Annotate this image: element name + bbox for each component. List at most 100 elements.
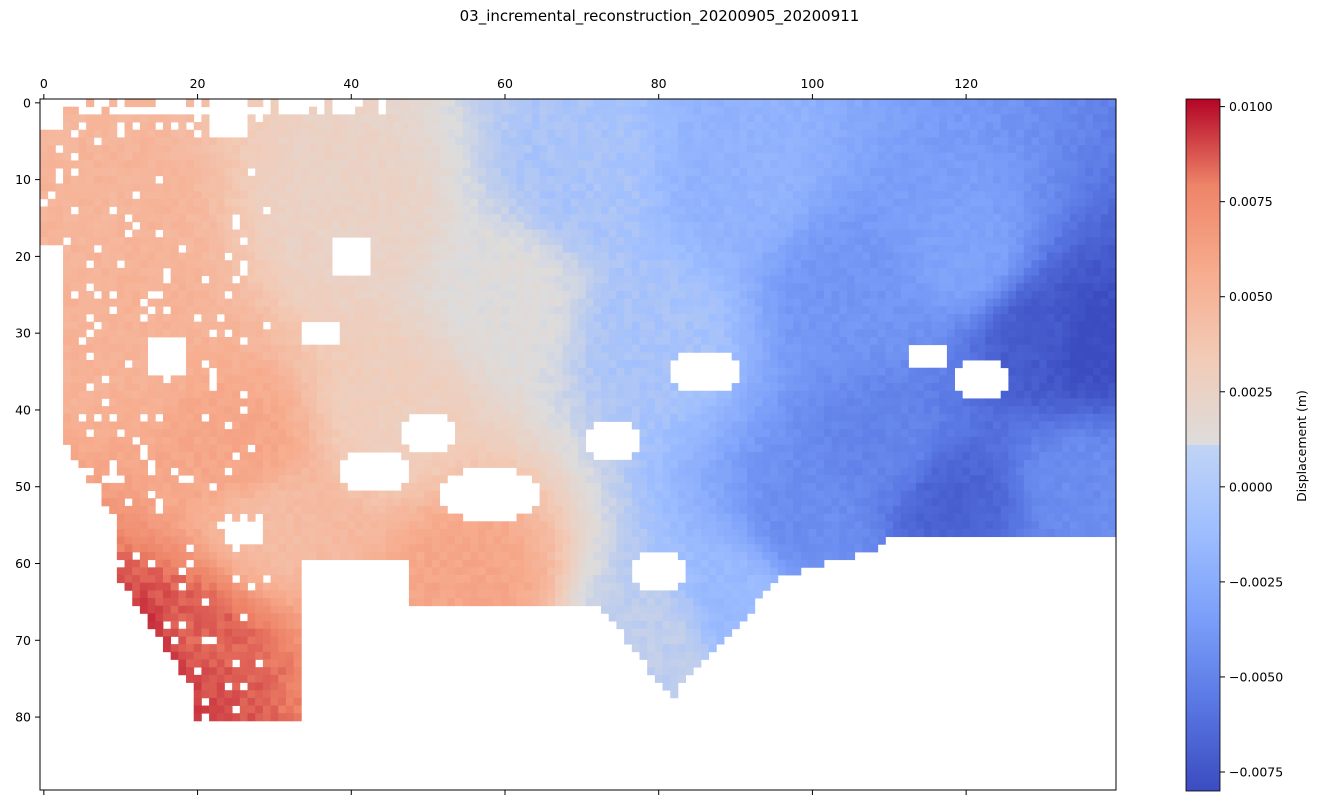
heatmap-cell — [647, 321, 656, 330]
heatmap-cell — [408, 260, 417, 269]
heatmap-cell — [547, 329, 556, 338]
heatmap-cell — [862, 283, 871, 292]
heatmap-cell — [616, 267, 625, 276]
heatmap-cell — [739, 122, 748, 131]
heatmap-cell — [969, 129, 979, 138]
heatmap-cell — [478, 329, 487, 338]
heatmap-cell — [631, 275, 640, 284]
heatmap-cell — [916, 383, 925, 392]
heatmap-cell — [985, 344, 994, 353]
heatmap-cell — [132, 183, 141, 192]
heatmap-cell — [178, 283, 187, 292]
heatmap-cell — [1077, 168, 1086, 177]
heatmap-cell — [1085, 206, 1094, 215]
heatmap-cell — [209, 168, 218, 177]
heatmap-cell — [847, 129, 856, 138]
heatmap-cell — [101, 122, 110, 131]
heatmap-cell — [647, 129, 656, 138]
heatmap-cell — [78, 175, 87, 184]
heatmap-cell — [700, 191, 710, 200]
heatmap-cell — [916, 237, 925, 246]
heatmap-cell — [1016, 237, 1025, 246]
heatmap-cell — [662, 214, 671, 223]
heatmap-cell — [293, 114, 302, 123]
heatmap-cell — [570, 298, 579, 307]
heatmap-cell — [155, 321, 164, 330]
heatmap-cell — [262, 275, 271, 284]
heatmap-cell — [977, 198, 986, 207]
heatmap-cell — [285, 237, 295, 246]
heatmap-cell — [101, 283, 110, 292]
heatmap-cell — [639, 275, 648, 284]
heatmap-cell — [993, 183, 1002, 192]
heatmap-cell — [439, 275, 448, 284]
heatmap-cell — [347, 221, 356, 230]
heatmap-cell — [1077, 160, 1086, 169]
heatmap-cell — [624, 129, 633, 138]
heatmap-cell — [1054, 283, 1063, 292]
heatmap-cell — [239, 229, 248, 238]
heatmap-cell — [716, 306, 725, 315]
heatmap-cell — [324, 183, 333, 192]
heatmap-cell — [1008, 298, 1017, 307]
heatmap-cell — [285, 360, 295, 369]
heatmap-cell — [301, 145, 310, 154]
heatmap-cell — [485, 375, 494, 384]
heatmap-cell — [1039, 99, 1048, 108]
heatmap-cell — [885, 214, 894, 223]
heatmap-cell — [1054, 352, 1063, 361]
heatmap-cell — [63, 152, 72, 161]
heatmap-cell — [162, 329, 172, 338]
heatmap-cell — [424, 237, 433, 246]
heatmap-cell — [101, 183, 110, 192]
heatmap-cell — [255, 122, 264, 131]
heatmap-cell — [985, 114, 994, 123]
heatmap-cell — [124, 275, 133, 284]
heatmap-cell — [954, 137, 963, 146]
heatmap-cell — [839, 229, 848, 238]
heatmap-cell — [116, 298, 125, 307]
heatmap-cell — [55, 183, 64, 192]
heatmap-cell — [685, 329, 694, 338]
heatmap-cell — [63, 290, 72, 300]
heatmap-cell — [616, 145, 625, 154]
heatmap-cell — [339, 114, 348, 123]
heatmap-cell — [954, 152, 963, 161]
heatmap-cell — [1085, 375, 1094, 384]
heatmap-cell — [355, 168, 364, 177]
heatmap-cell — [685, 337, 694, 346]
heatmap-cell — [847, 244, 856, 253]
heatmap-cell — [1077, 244, 1086, 253]
heatmap-cell — [923, 160, 932, 169]
heatmap-cell — [40, 160, 49, 169]
heatmap-cell — [201, 313, 210, 323]
heatmap-cell — [762, 168, 771, 177]
heatmap-cell — [977, 306, 986, 315]
heatmap-cell — [885, 329, 894, 338]
heatmap-cell — [977, 206, 986, 215]
heatmap-cell — [977, 229, 986, 238]
heatmap-cell — [823, 152, 833, 161]
heatmap-cell — [401, 99, 410, 108]
heatmap-cell — [823, 375, 833, 384]
heatmap-cell — [431, 206, 441, 215]
heatmap-cell — [777, 329, 786, 338]
heatmap-cell — [447, 237, 456, 246]
heatmap-cell — [508, 237, 517, 246]
heatmap-cell — [816, 160, 825, 169]
heatmap-cell — [224, 298, 233, 307]
heatmap-cell — [969, 99, 979, 108]
heatmap-cell — [501, 137, 510, 146]
heatmap-cell — [931, 175, 940, 184]
heatmap-cell — [647, 367, 656, 376]
heatmap-cell — [401, 183, 410, 192]
heatmap-cell — [40, 229, 49, 238]
heatmap-cell — [201, 229, 210, 238]
heatmap-cell — [493, 221, 502, 230]
heatmap-cell — [401, 352, 410, 361]
heatmap-cell — [139, 321, 148, 330]
heatmap-cell — [747, 122, 756, 131]
heatmap-cell — [1046, 137, 1055, 146]
heatmap-cell — [393, 375, 402, 384]
heatmap-cell — [1069, 137, 1078, 146]
